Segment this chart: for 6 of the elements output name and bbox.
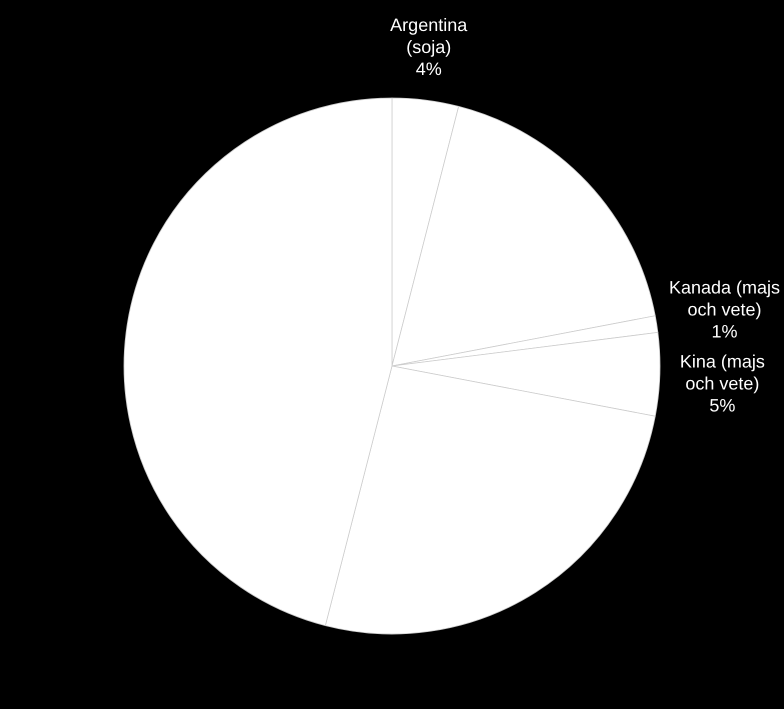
slice-label: Argentina (soja) [390,14,468,57]
data-label: 5% [709,396,736,416]
slice-label: Kina (majs och vete) [680,352,765,394]
data-label: 4% [416,58,442,79]
data-label: 1% [711,322,738,342]
slice-label: Kanada (majs och vete) [668,278,780,320]
